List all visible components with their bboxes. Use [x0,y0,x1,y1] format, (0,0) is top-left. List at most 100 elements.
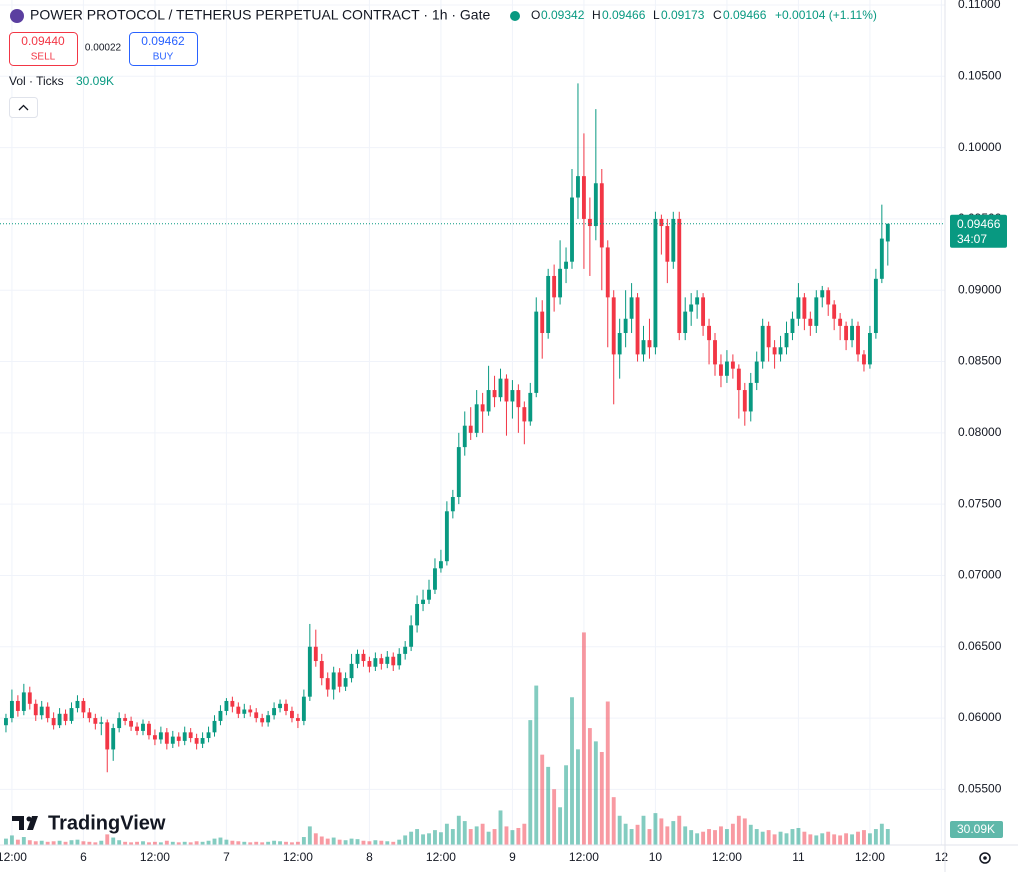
candle-body [343,678,348,687]
candle-body [528,392,533,422]
candle-body [766,325,771,348]
volume-bar [599,751,604,845]
volume-bar [736,815,741,845]
candle-body [349,663,354,679]
candle-body [772,347,777,355]
brand-name: TradingView [48,812,166,834]
volume-bar [856,831,860,845]
volume-bar [844,833,849,845]
volume-bar [784,833,789,845]
candle-body [683,311,688,334]
candle-body [266,715,271,723]
candle-body [790,318,795,334]
volume-bar [444,823,449,845]
x-tick-label: 12:00 [140,850,170,864]
volume-bar [653,813,658,845]
volume-bar [587,728,592,845]
y-tick-label: 0.09000 [958,282,1002,296]
volume-bar [272,840,277,845]
collapse-button[interactable] [9,97,38,118]
ohlc-key: O [531,8,540,22]
y-tick-label: 0.07500 [958,496,1002,510]
candle-body [284,703,288,711]
volume-bar [266,841,271,845]
volume-bar [617,815,622,845]
candle-body [736,368,741,391]
candle-body [730,361,735,369]
candle-body [367,661,372,667]
candle-body [671,218,676,262]
price-tag [950,214,1007,248]
volume-bar [540,754,545,845]
volume-bar [307,826,312,845]
volume-bar [808,834,813,845]
candle-body [135,726,139,731]
volume-bar [63,841,68,845]
candle-body [581,176,586,219]
candle-body [379,658,384,664]
candle-body [540,311,545,334]
candle-body [147,723,151,736]
volume-bar [4,838,8,845]
candle-body [879,238,884,279]
change: +0.00104 (+1.11%) [775,8,877,22]
chart-title[interactable]: POWER PROTOCOL / TETHERUS PERPETUAL CONT… [30,7,490,23]
candle-body [361,653,366,662]
buy-button[interactable] [129,32,198,66]
volume-bar [87,841,92,845]
ohlc-key: L [653,8,660,22]
buy-label: BUY [153,52,174,63]
candle-body [707,325,711,341]
volume-bar [361,840,366,845]
candle-body [99,722,104,724]
volume-bar [760,831,765,845]
candle-body [534,311,539,393]
volume-bar [248,842,253,845]
candle-body [587,218,592,227]
candle-body [421,599,425,604]
settings-icon[interactable] [979,852,991,864]
volume-bar [748,824,753,845]
volume-bar [474,826,479,845]
x-tick-label: 7 [223,850,230,864]
candle-body [385,656,390,664]
volume-legend[interactable]: Vol · Ticks [9,74,64,88]
candle-body [325,678,330,690]
volume-bar [629,829,634,845]
candle-body [510,390,515,402]
candle-body [647,340,652,348]
candle-body [450,497,455,512]
volume-bar [867,833,872,845]
volume-bar [45,841,50,845]
candle-body [856,325,860,355]
volume-bar [319,836,324,845]
symbol-icon[interactable] [10,9,24,23]
sell-button[interactable] [9,32,78,66]
volume-bar [194,841,199,845]
x-tick-label: 8 [366,850,373,864]
volume-bar [188,842,193,845]
candle-body [689,304,694,312]
y-tick-label: 0.08000 [958,425,1002,439]
candle-body [51,718,56,726]
volume-bar [778,831,783,845]
candle-body [194,738,199,744]
volume-bar [885,829,890,845]
candle-body [754,361,759,383]
volume-bar [349,838,354,845]
volume-bar [15,839,20,845]
candle-body [659,218,664,227]
candle-body [152,735,157,740]
candle-body [593,183,598,227]
volume-bar [99,840,104,845]
x-tick-label: 12:00 [426,850,456,864]
candle-body [57,713,62,726]
volume-bar [504,826,509,845]
candle-body [254,712,259,719]
volume-bar [397,839,402,845]
y-tick-label: 0.10000 [958,140,1002,154]
volume-bar [593,741,598,845]
candle-body [21,692,26,711]
candle-body [742,390,747,412]
